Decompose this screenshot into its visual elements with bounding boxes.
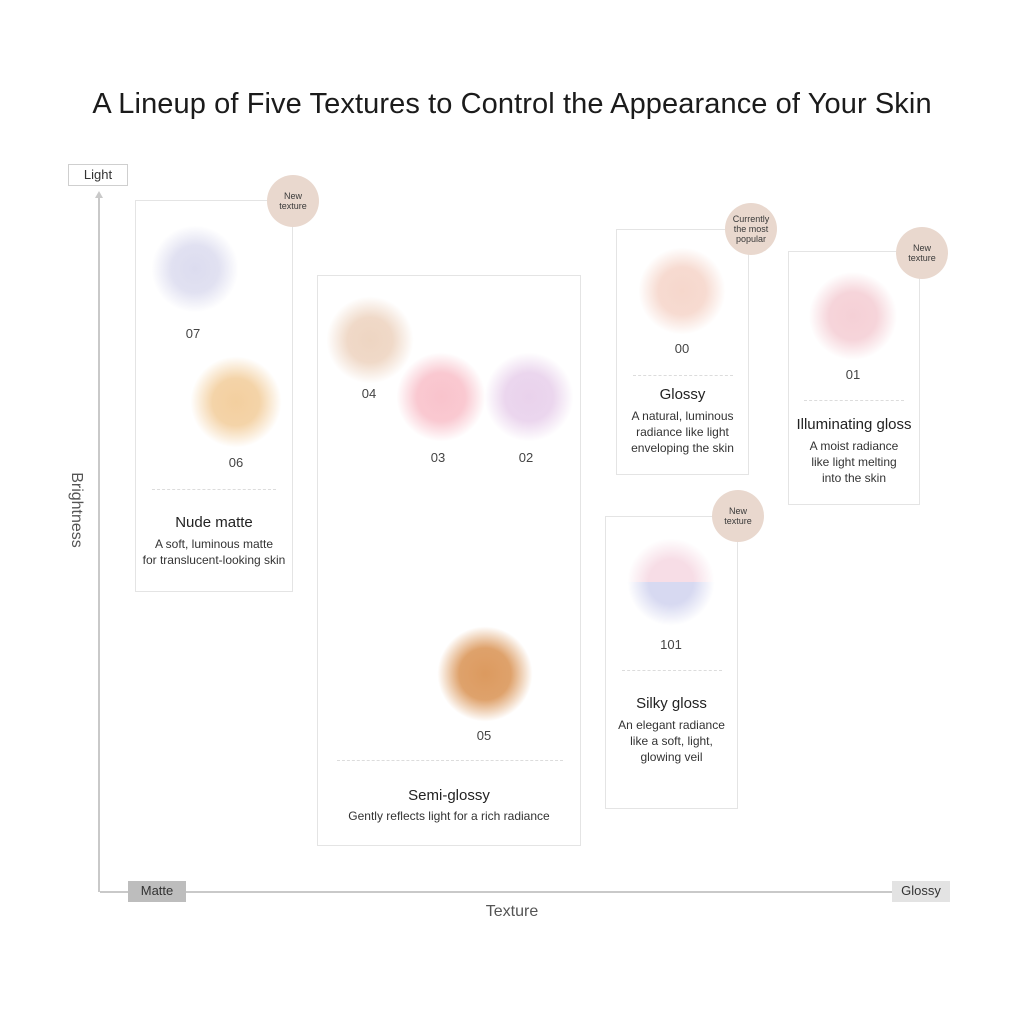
shade-swatch-03: [396, 352, 486, 442]
desc-line: A natural, luminous: [631, 409, 734, 423]
badge-text: Currently the most popular: [732, 214, 770, 244]
shade-swatch-00: [638, 247, 726, 335]
desc-line: An elegant radiance: [618, 718, 725, 732]
panel-divider: [152, 489, 276, 490]
shade-label-04: 04: [361, 386, 377, 401]
desc-line: like a soft, light,: [630, 734, 713, 748]
badge-text: New texture: [908, 243, 936, 263]
texture-name-glossy: Glossy: [659, 386, 706, 403]
new-texture-badge: New texture: [896, 227, 948, 279]
shade-swatch-04: [326, 296, 414, 384]
shade-label-00: 00: [674, 341, 690, 356]
y-axis-top-label: Light: [68, 164, 128, 186]
texture-desc-glossy: A natural, luminous radiance like light …: [616, 408, 749, 456]
desc-line: like light melting: [811, 455, 897, 469]
badge-text: New texture: [279, 191, 307, 211]
shade-swatch-01: [808, 272, 898, 360]
panel-divider: [633, 375, 733, 376]
new-texture-badge: New texture: [712, 490, 764, 542]
y-axis-label: Brightness: [68, 472, 85, 548]
x-axis-right-label: Glossy: [892, 881, 950, 902]
shade-swatch-101: [627, 538, 715, 626]
desc-line: for translucent-looking skin: [142, 553, 286, 567]
texture-name-nude-matte: Nude matte: [175, 514, 253, 531]
y-axis-line: [98, 197, 100, 892]
texture-name-silky-gloss: Silky gloss: [636, 695, 707, 712]
texture-desc-silky-gloss: An elegant radiance like a soft, light, …: [605, 717, 738, 765]
shade-label-02: 02: [518, 450, 534, 465]
desc-line: enveloping the skin: [631, 441, 734, 455]
desc-line: A moist radiance: [809, 439, 899, 453]
page-title: A Lineup of Five Textures to Control the…: [92, 88, 932, 120]
x-axis-left-label: Matte: [128, 881, 186, 902]
shade-label-05: 05: [476, 728, 492, 743]
badge-text: New texture: [724, 506, 752, 526]
shade-label-101: 101: [660, 637, 682, 652]
desc-line: into the skin: [821, 471, 887, 485]
new-texture-badge: New texture: [267, 175, 319, 227]
desc-line: radiance like light: [636, 425, 729, 439]
x-axis-line: [100, 891, 950, 893]
texture-desc-illuminating-gloss: A moist radiance like light melting into…: [788, 438, 920, 486]
desc-line: glowing veil: [640, 750, 703, 764]
desc-line: A soft, luminous matte: [154, 537, 274, 551]
shade-label-01: 01: [845, 367, 861, 382]
panel-divider: [622, 670, 722, 671]
shade-swatch-07: [150, 226, 240, 312]
x-axis-label: Texture: [485, 903, 539, 920]
y-axis-arrow-icon: [95, 191, 103, 198]
shade-swatch-05: [437, 626, 533, 722]
texture-desc-nude-matte: A soft, luminous matte for translucent-l…: [135, 536, 293, 568]
shade-label-06: 06: [228, 455, 244, 470]
most-popular-badge: Currently the most popular: [725, 203, 777, 255]
shade-label-07: 07: [185, 326, 201, 341]
panel-divider: [804, 400, 904, 401]
shade-swatch-06: [190, 356, 282, 448]
shade-label-03: 03: [430, 450, 446, 465]
texture-name-illuminating-gloss: Illuminating gloss: [796, 416, 912, 433]
texture-name-semi-glossy: Semi-glossy: [408, 787, 490, 804]
texture-desc-semi-glossy: Gently reflects light for a rich radianc…: [317, 808, 581, 824]
panel-divider: [337, 760, 563, 761]
desc-line: Gently reflects light for a rich radianc…: [348, 809, 550, 823]
shade-swatch-02: [484, 352, 574, 442]
